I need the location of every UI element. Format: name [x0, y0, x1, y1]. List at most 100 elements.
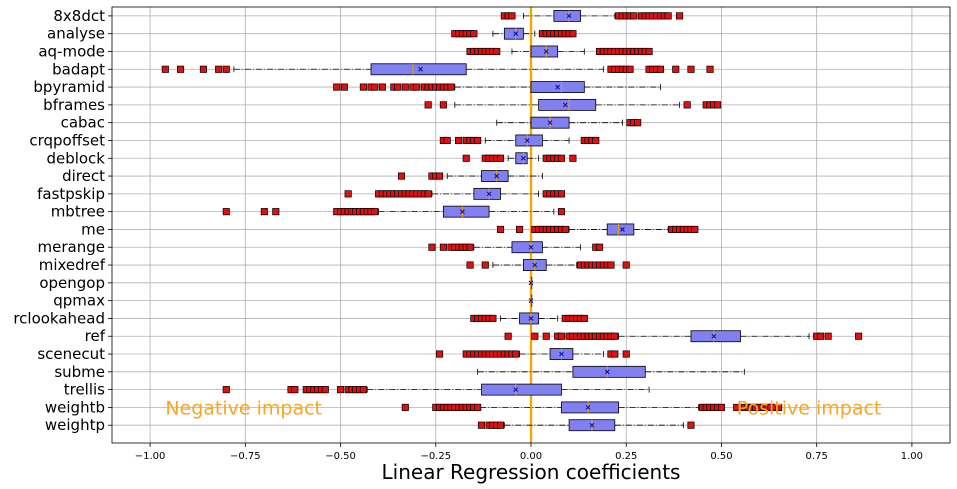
mean-marker	[532, 262, 538, 268]
outlier-point	[824, 332, 832, 340]
mean-marker	[513, 31, 519, 37]
outlier-point	[470, 30, 478, 38]
category-label: deblock	[46, 149, 105, 167]
outlier-point	[683, 101, 691, 109]
x-tick-label: −1.00	[135, 451, 166, 462]
outlier-point	[161, 65, 169, 73]
mean-marker	[494, 173, 500, 179]
outlier-point	[466, 243, 474, 251]
negative-impact-annotation: Negative impact	[165, 397, 322, 419]
category-label: badapt	[52, 60, 105, 78]
outlier-point	[592, 136, 600, 145]
outlier-point	[569, 30, 577, 38]
iqr-box	[606, 223, 635, 236]
iqr-box	[370, 63, 467, 76]
box-deblock	[462, 152, 577, 165]
iqr-box	[503, 27, 524, 40]
ticks-layer: −1.00 −0.75 −0.50 −0.25 0.00 0.25 0.50 0.75 1.00…	[13, 7, 923, 462]
outlier-point	[177, 65, 185, 73]
mean-marker	[524, 138, 530, 143]
outlier-point	[371, 83, 379, 91]
category-label: direct	[62, 167, 105, 185]
annotation-layer: Negative impact Positive impact	[165, 397, 881, 419]
x-tick-label: −0.50	[325, 451, 356, 462]
box-me	[496, 223, 699, 236]
outlier-point	[508, 12, 516, 20]
box-analyse	[451, 27, 577, 40]
box-ref	[504, 330, 863, 343]
iqr-box	[572, 365, 646, 378]
outlier-point	[775, 403, 783, 411]
iqr-box	[515, 134, 543, 147]
outlier-point	[489, 314, 497, 322]
outlier-point	[222, 65, 230, 73]
x-tick-label: 1.00	[901, 451, 923, 462]
box-8x8dct	[500, 9, 684, 22]
outlier-point	[557, 190, 566, 198]
x-tick-label: 0.75	[806, 451, 828, 462]
box-weightp	[477, 419, 695, 432]
category-label: weightb	[45, 398, 105, 416]
mean-marker	[604, 369, 610, 375]
outlier-point	[733, 403, 741, 411]
category-label: mbtree	[51, 203, 105, 221]
outlier-point	[672, 65, 680, 73]
outlier-point	[333, 83, 341, 91]
category-label: fastpskip	[37, 185, 105, 203]
outlier-point	[687, 421, 695, 429]
category-label: subme	[54, 363, 105, 381]
mean-marker	[711, 333, 717, 339]
outlier-point	[706, 65, 714, 73]
iqr-box	[519, 312, 540, 325]
outlier-point	[607, 261, 615, 269]
mean-marker	[528, 316, 534, 321]
outlier-point	[596, 243, 604, 251]
mean-marker	[566, 13, 572, 19]
outlier-point	[477, 421, 486, 429]
box-mixedref	[466, 259, 630, 271]
category-label: ref	[85, 327, 106, 345]
category-label: analyse	[47, 25, 105, 43]
outlier-point	[855, 332, 863, 340]
box-scenecut	[436, 348, 630, 360]
mean-marker	[562, 102, 568, 108]
category-label: bframes	[43, 96, 105, 114]
outlier-point	[447, 83, 455, 91]
outlier-point	[394, 83, 402, 91]
outlier-point	[687, 65, 695, 73]
iqr-box	[481, 170, 509, 182]
category-label: weightp	[45, 416, 105, 434]
category-label: aq-mode	[38, 42, 105, 60]
outlier-point	[436, 172, 444, 180]
outlier-point	[336, 386, 345, 394]
outlier-point	[622, 350, 630, 358]
category-label: 8x8dct	[53, 7, 105, 25]
outlier-point	[542, 332, 550, 340]
outlier-point	[717, 403, 726, 411]
category-label: scenecut	[37, 345, 105, 363]
outlier-point	[359, 83, 367, 91]
outlier-point	[260, 208, 268, 216]
outlier-point	[561, 225, 569, 233]
outlier-point	[378, 83, 386, 91]
outlier-point	[439, 101, 447, 109]
outlier-point	[664, 12, 672, 20]
mean-marker	[528, 244, 534, 250]
mean-marker	[418, 66, 423, 72]
iqr-box	[561, 401, 620, 414]
box-bframes	[424, 98, 722, 111]
outlier-point	[439, 243, 447, 251]
outlier-point	[481, 261, 489, 269]
mean-marker	[460, 209, 465, 215]
outlier-point	[291, 386, 299, 394]
x-tick-label: 0.50	[710, 451, 732, 462]
outlier-point	[504, 332, 512, 340]
x-tick-label: −0.25	[420, 451, 451, 462]
box-crqpoffset	[439, 134, 600, 147]
box-weightb	[401, 401, 783, 414]
iqr-box	[515, 152, 528, 165]
plot-frame	[111, 6, 951, 444]
x-axis-title: Linear Regression coefficients	[382, 460, 681, 484]
outlier-point	[630, 12, 638, 20]
outlier-point	[611, 332, 619, 340]
